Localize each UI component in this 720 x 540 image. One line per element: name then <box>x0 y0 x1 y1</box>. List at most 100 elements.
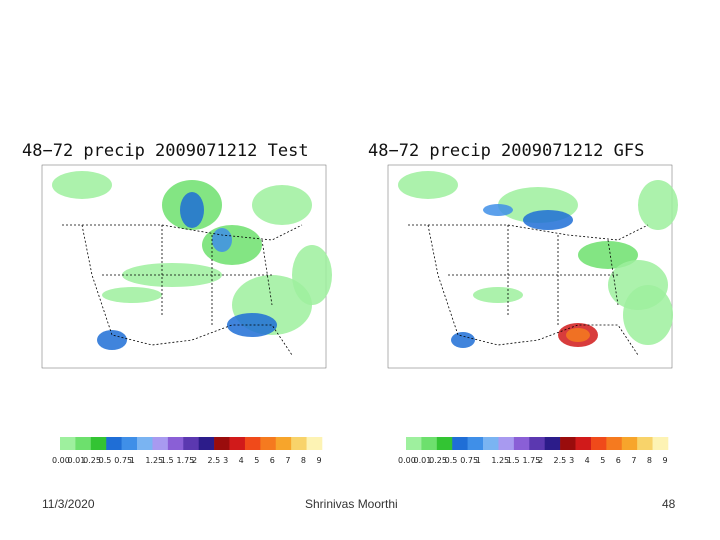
colorbar-swatch <box>183 437 200 450</box>
map <box>387 164 678 369</box>
colorbar-label: 1.5 <box>161 456 174 465</box>
colorbar-label: 7 <box>285 456 290 465</box>
borders <box>62 224 303 356</box>
maps <box>41 164 678 369</box>
colorbar-label: 6 <box>616 456 621 465</box>
precip-area <box>566 328 590 342</box>
precip-area <box>227 313 277 337</box>
colorbar-label: 2.5 <box>208 456 221 465</box>
precip-area <box>202 225 262 265</box>
colorbar-label: 1.25 <box>491 456 509 465</box>
precip-area <box>451 332 475 348</box>
precip-area <box>623 285 673 345</box>
colorbar-label: 3 <box>223 456 228 465</box>
map <box>41 164 332 369</box>
precip-area <box>180 192 204 228</box>
colorbar-swatch <box>260 437 277 450</box>
colorbar-label: 1.75 <box>522 456 540 465</box>
colorbar-label: 4 <box>239 456 244 465</box>
panel-title: 48−72 precip 2009071212 Test <box>22 141 309 161</box>
colorbar-label: 4 <box>585 456 590 465</box>
colorbar-swatch <box>229 437 246 450</box>
colorbar-label: 1.75 <box>176 456 194 465</box>
colorbar-swatch <box>291 437 307 450</box>
colorbar-label: 1 <box>476 456 481 465</box>
colorbar-label: 1.25 <box>145 456 163 465</box>
colorbar-swatch <box>60 437 76 450</box>
colorbar-swatch <box>652 437 669 450</box>
colorbar-label: 0.75 <box>460 456 478 465</box>
colorbar-label: 6 <box>270 456 275 465</box>
colorbar-label: 0.01 <box>68 456 86 465</box>
colorbar-label: 8 <box>647 456 652 465</box>
colorbar-swatch <box>529 437 546 450</box>
precip-area <box>252 185 312 225</box>
panel-title: 48−72 precip 2009071212 GFS <box>368 141 644 161</box>
colorbar-swatch <box>606 437 623 450</box>
colorbar-label: 5 <box>600 456 605 465</box>
colorbar-swatch <box>214 437 230 450</box>
colorbar-label: 0.5 <box>99 456 112 465</box>
colorbar-swatch <box>275 437 292 450</box>
colorbar-label: 2 <box>538 456 543 465</box>
colorbar-swatch <box>467 437 484 450</box>
colorbar-swatch <box>306 437 323 450</box>
colorbar-label: 0.01 <box>414 456 432 465</box>
borders <box>408 224 649 356</box>
colorbar-swatch <box>106 437 122 450</box>
colorbar-label: 0.75 <box>114 456 132 465</box>
colorbar-label: 2 <box>192 456 197 465</box>
colorbar-swatch <box>544 437 561 450</box>
colorbar-swatch <box>436 437 453 450</box>
footer-date: 11/3/2020 <box>42 497 95 511</box>
colorbars: 0.000.010.250.5 0.751 1.251.5 1.752 2.5 3 4 5 6 7… <box>52 437 669 465</box>
colorbar-swatch <box>513 437 530 450</box>
colorbar-label: 9 <box>662 456 667 465</box>
colorbar-swatch <box>152 437 169 450</box>
colorbar-swatch <box>137 437 153 450</box>
precip-area <box>292 245 332 305</box>
colorbar-swatch <box>406 437 422 450</box>
colorbar-swatch <box>483 437 499 450</box>
colorbar-swatch <box>75 437 92 450</box>
precip-area <box>638 180 678 230</box>
colorbar-swatch <box>621 437 638 450</box>
precip-area <box>102 287 162 303</box>
colorbar-label: 5 <box>254 456 259 465</box>
colorbar-label: 1 <box>130 456 135 465</box>
colorbar-label: 8 <box>301 456 306 465</box>
precip-area <box>97 330 127 350</box>
colorbar-swatch <box>560 437 576 450</box>
colorbar-label: 7 <box>631 456 636 465</box>
precip-area <box>212 228 232 252</box>
precip-area <box>398 171 458 199</box>
colorbar-label: 9 <box>316 456 321 465</box>
colorbar-swatch <box>452 437 468 450</box>
colorbar-label: 2.5 <box>554 456 567 465</box>
colorbar-swatch <box>637 437 653 450</box>
colorbar-label: 0.25 <box>429 456 447 465</box>
colorbar-swatch <box>575 437 592 450</box>
precip-area <box>483 204 513 216</box>
footer-author: Shrinivas Moorthi <box>305 497 398 511</box>
colorbar-swatch <box>198 437 215 450</box>
colorbar-swatch <box>421 437 438 450</box>
precip-area <box>473 287 523 303</box>
colorbar-swatch <box>590 437 607 450</box>
colorbar-label: 1.5 <box>507 456 520 465</box>
colorbar-swatch <box>90 437 107 450</box>
colorbar-swatch <box>167 437 184 450</box>
colorbar-swatch <box>498 437 515 450</box>
page-number: 48 <box>662 497 676 511</box>
colorbar-label: 3 <box>569 456 574 465</box>
precip-area <box>523 210 573 230</box>
precip-area <box>52 171 112 199</box>
colorbar-label: 0.5 <box>445 456 458 465</box>
colorbar-swatch <box>244 437 261 450</box>
colorbar-label: 0.00 <box>52 456 70 465</box>
colorbar-swatch <box>121 437 138 450</box>
colorbar-label: 0.25 <box>83 456 101 465</box>
colorbar-label: 0.00 <box>398 456 416 465</box>
